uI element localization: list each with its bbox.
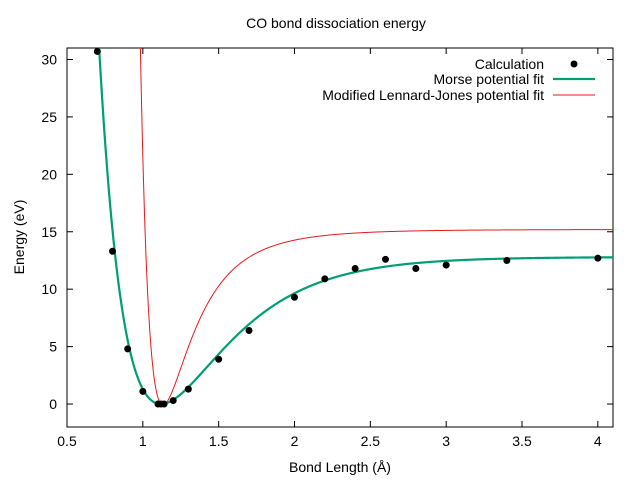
calculation-point xyxy=(291,293,298,301)
legend-label-morse: Morse potential fit xyxy=(434,71,545,87)
calculation-point xyxy=(321,275,329,283)
calculation-point xyxy=(169,397,177,405)
y-tick-label: 10 xyxy=(41,281,57,297)
calculation-point xyxy=(109,247,116,255)
calculation-point xyxy=(184,385,192,393)
calculation-points xyxy=(93,48,602,408)
y-tick-label: 25 xyxy=(41,109,57,125)
x-tick-label: 2 xyxy=(291,433,299,449)
x-axis-label: Bond Length (Å) xyxy=(289,459,391,475)
calculation-point xyxy=(594,254,602,262)
legend-label-lennard-jones: Modified Lennard-Jones potential fit xyxy=(322,87,544,103)
calculation-point xyxy=(412,265,420,273)
y-tick-label: 0 xyxy=(49,396,57,412)
x-tick-label: 0.5 xyxy=(57,433,77,449)
plot-frame xyxy=(66,47,614,428)
legend: Calculation Morse potential fit Modified… xyxy=(322,56,595,103)
x-tick-label: 3.5 xyxy=(512,433,532,449)
axes xyxy=(66,47,614,428)
calculation-point xyxy=(351,265,359,273)
calculation-point xyxy=(503,256,511,264)
x-tick-label: 1.5 xyxy=(209,433,229,449)
y-tick-label: 30 xyxy=(41,51,57,67)
x-tick-label: 3 xyxy=(442,433,450,449)
x-tick-label: 1 xyxy=(139,433,147,449)
y-tick-label: 20 xyxy=(41,166,57,182)
tick-labels: 0.5 1 1.5 2 2.5 3 3.5 4 0 5 10 15 20 25 30 xyxy=(41,51,602,449)
legend-label-calculation: Calculation xyxy=(475,56,544,72)
calculation-point xyxy=(442,261,450,269)
legend-marker-calculation xyxy=(570,60,578,68)
y-tick-label: 15 xyxy=(41,224,57,240)
calculation-point xyxy=(124,345,132,353)
calculation-point xyxy=(139,387,147,395)
calculation-point xyxy=(245,327,253,335)
lennard-jones-fit-line xyxy=(139,48,613,406)
x-tick-label: 2.5 xyxy=(361,433,381,449)
calculation-point xyxy=(93,48,101,55)
y-tick-label: 5 xyxy=(49,339,57,355)
y-axis-label: Energy (eV) xyxy=(11,200,27,275)
calculation-point xyxy=(215,355,223,363)
x-tick-label: 4 xyxy=(594,433,602,449)
calculation-point xyxy=(382,255,389,263)
chart-title: CO bond dissociation energy xyxy=(246,15,426,31)
calculation-point xyxy=(160,400,168,408)
